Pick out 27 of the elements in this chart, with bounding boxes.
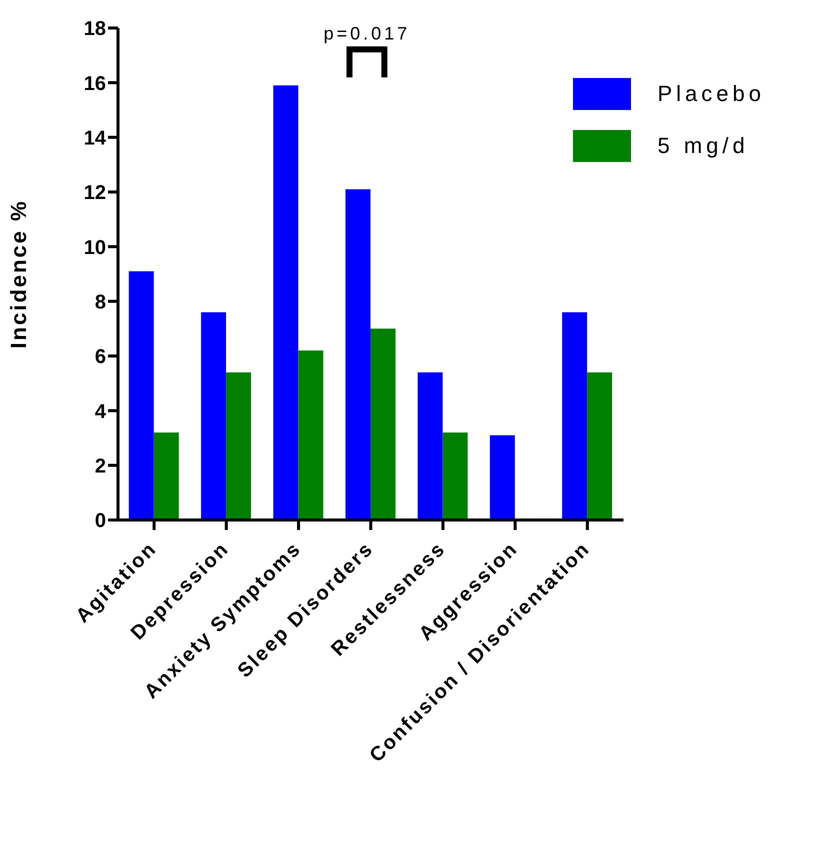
y-tick-label: 10 — [84, 236, 106, 259]
bar — [128, 271, 154, 520]
bar — [370, 328, 396, 520]
y-tick-label: 16 — [84, 72, 106, 95]
bar — [562, 312, 588, 520]
y-tick-label: 6 — [94, 346, 106, 368]
bar — [418, 372, 443, 520]
legend-label: Placebo — [657, 81, 765, 107]
annotation: p=0.017 — [324, 23, 410, 44]
y-axis-title: Incidence % — [6, 199, 31, 349]
bar — [273, 85, 298, 520]
bar — [587, 372, 612, 520]
bar — [442, 432, 468, 520]
bar — [298, 350, 324, 520]
y-tick-label: 18 — [84, 18, 106, 40]
y-tick-label: 2 — [94, 455, 106, 478]
bar — [345, 189, 370, 520]
y-tick-label: 12 — [84, 182, 106, 204]
y-tick-label: 4 — [94, 400, 107, 423]
bar — [201, 312, 226, 520]
y-tick-label: 0 — [94, 510, 106, 532]
bar — [226, 372, 252, 520]
y-tick-label: 8 — [94, 291, 106, 314]
bar — [490, 435, 515, 520]
legend-label: 5 mg/d — [657, 133, 749, 159]
bar — [154, 432, 179, 520]
y-tick-label: 14 — [84, 127, 107, 150]
